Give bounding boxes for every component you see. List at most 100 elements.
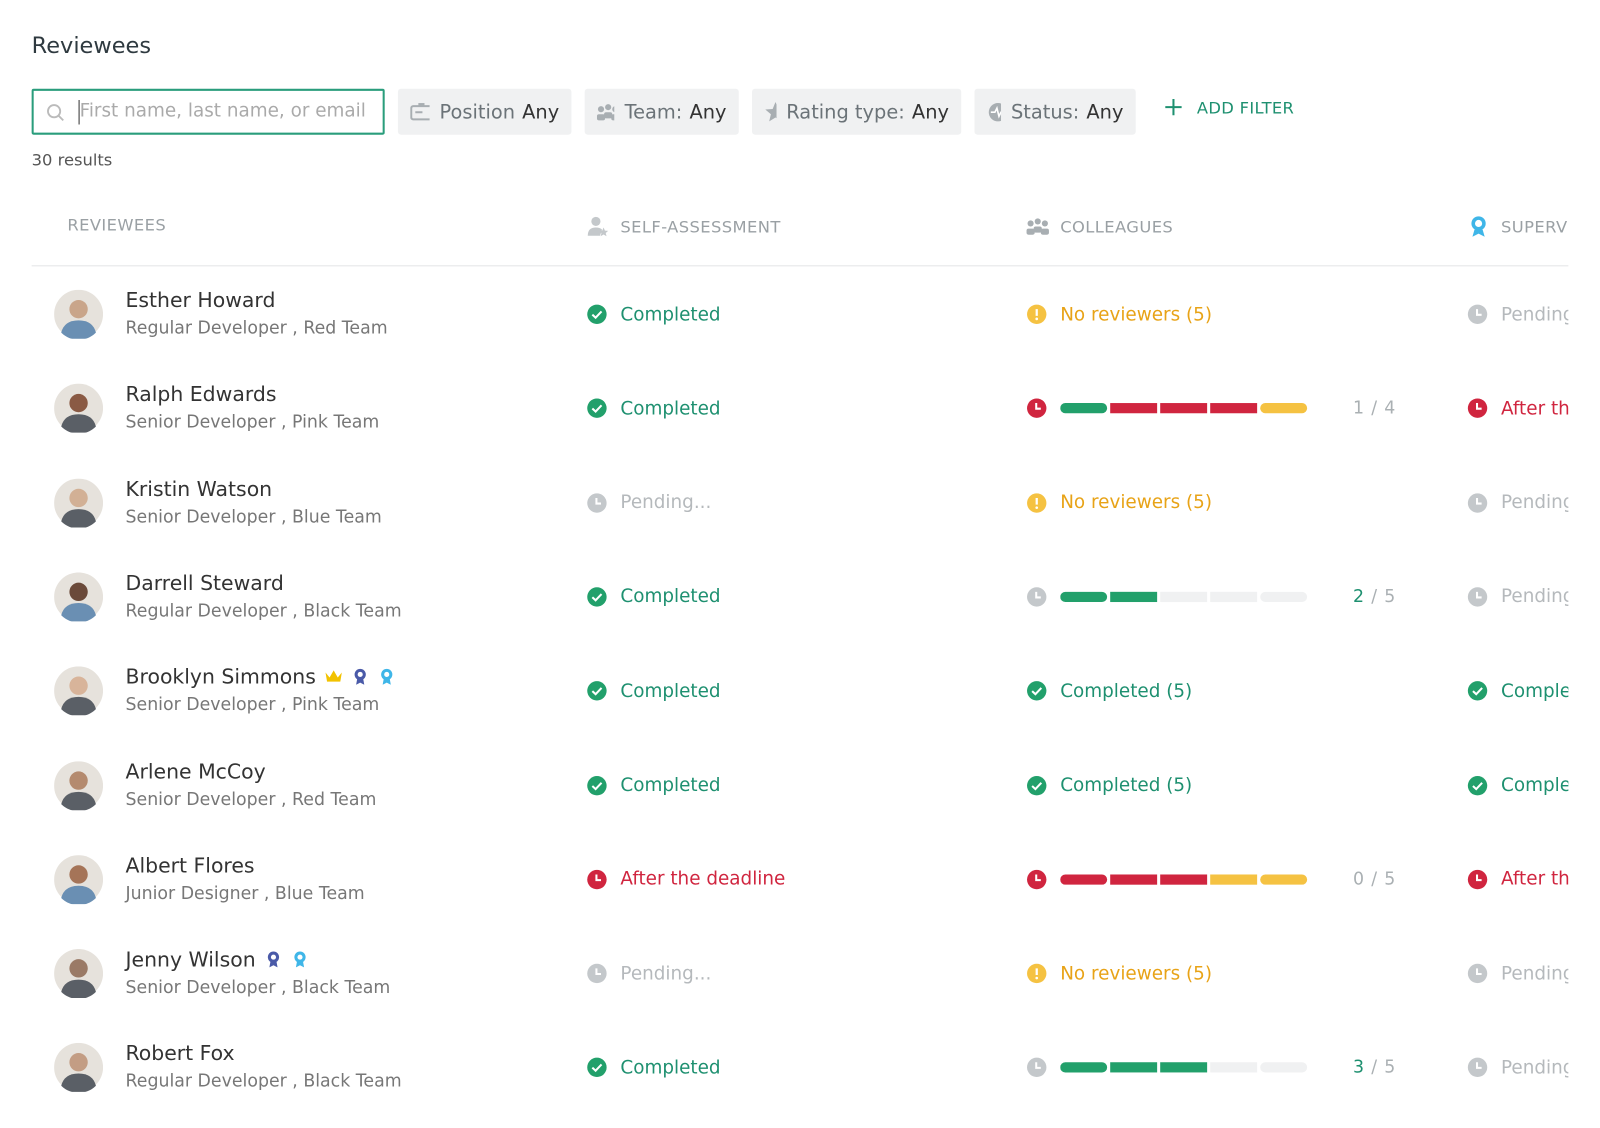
icon-part <box>382 679 391 685</box>
colleagues-status: Completed (5) <box>1027 679 1193 703</box>
supervisor-status: After the <box>1467 396 1568 420</box>
icon-part <box>61 602 96 622</box>
icon-part <box>612 105 615 112</box>
icon-part <box>595 968 602 976</box>
icon-part <box>1160 1062 1208 1073</box>
total-count: 5 <box>1384 1057 1396 1078</box>
supervisor-status: Pending <box>1467 585 1568 609</box>
self-status: Pending... <box>587 490 712 514</box>
icon-part <box>61 697 96 716</box>
add-filter-button[interactable]: ADD FILTER <box>1163 97 1294 117</box>
filter-chip[interactable]: Position Any <box>397 88 572 135</box>
plus-icon <box>1165 98 1182 116</box>
icon-part <box>61 791 96 810</box>
pending-icon <box>1467 963 1488 984</box>
count-separator: / <box>1371 1057 1378 1078</box>
table-row: Ralph Edwards Senior Developer , Pink Tea… <box>0 368 1568 450</box>
icon-part <box>383 672 389 678</box>
filter-chip[interactable]: Rating type: Any <box>752 88 962 135</box>
name-text: Robert Fox <box>125 1041 235 1066</box>
completed-icon <box>587 398 607 419</box>
icon-part <box>1031 781 1043 791</box>
colleagues-status: 0 / 5 <box>1027 867 1396 891</box>
total-count: 5 <box>1384 869 1396 890</box>
icon-part <box>1060 403 1108 414</box>
status-label: After the <box>1501 397 1568 420</box>
icon-part <box>1033 226 1042 233</box>
supervisor-status: After the <box>1467 867 1568 891</box>
icon-part <box>1035 976 1039 980</box>
filter-value: Any <box>689 100 727 123</box>
status-label: After the deadline <box>620 868 786 891</box>
completed-icon <box>1027 681 1047 701</box>
status-label: Pending <box>1501 586 1569 608</box>
late-icon <box>587 869 607 890</box>
supervisor-status: Complet <box>1467 679 1568 703</box>
icon-part <box>61 414 96 433</box>
reviewee-role: Regular Developer , Black Team <box>125 600 402 622</box>
completed-icon <box>587 681 607 701</box>
ribbon-dark-badge <box>354 669 366 685</box>
status-label: Pending... <box>620 491 712 514</box>
icon-part <box>1027 775 1047 795</box>
status-label: Complet <box>1501 680 1568 702</box>
icon-part <box>587 398 607 419</box>
colleagues-status: No reviewers (5) <box>1027 961 1212 985</box>
pending-icon <box>1027 1058 1047 1078</box>
icon-part <box>597 105 605 112</box>
icon-part <box>1476 874 1482 881</box>
icon-part <box>591 404 603 414</box>
avatar <box>54 760 104 810</box>
progress-count: 3 / 5 <box>1353 1058 1395 1078</box>
completed-icon <box>1027 775 1047 795</box>
filter-label: Position <box>439 100 515 123</box>
icon-part <box>69 582 88 601</box>
self-status: Completed <box>587 585 721 609</box>
icon-part <box>990 105 1001 119</box>
icon-part <box>1110 1062 1158 1073</box>
icon-part <box>1260 591 1308 602</box>
icon-part <box>1476 497 1482 505</box>
icon-part <box>1027 681 1047 701</box>
page-title: Reviewees <box>31 33 152 60</box>
icon-part <box>418 102 425 106</box>
filter-value: Any <box>522 100 560 123</box>
filter-chip[interactable]: Team: Any <box>584 88 739 135</box>
colleagues-status: No reviewers (5) <box>1027 302 1212 326</box>
icon-part <box>587 775 607 795</box>
icon-part <box>587 587 607 607</box>
warning-icon <box>1027 304 1047 324</box>
table-row: Albert Flores Junior Designer , Blue Team… <box>0 839 1568 921</box>
column-title: SELF-ASSESSMENT <box>620 216 781 237</box>
icon-part <box>591 781 603 791</box>
icon-part <box>61 320 96 339</box>
column-icon <box>587 216 609 237</box>
icon-part <box>1035 505 1039 509</box>
name-text: Darrell Steward <box>125 570 284 595</box>
icon-part <box>1110 874 1158 885</box>
reviewee-role: Junior Designer , Blue Team <box>125 883 365 904</box>
progress-bar <box>1060 403 1308 414</box>
icon-part <box>61 1073 96 1093</box>
icon-part <box>1035 403 1041 410</box>
reviewee-name: Brooklyn Simmons <box>126 664 396 689</box>
status-label: Completed (5) <box>1060 680 1193 702</box>
icon-part <box>69 394 88 413</box>
icon-part <box>1026 228 1035 235</box>
icon-part <box>595 497 602 505</box>
avatar <box>54 383 104 433</box>
icon-part <box>1040 228 1049 235</box>
filter-chip[interactable]: Status: Any <box>974 88 1136 135</box>
progress-bar <box>1060 1062 1308 1073</box>
reviewee-name: Jenny Wilson <box>126 947 309 972</box>
search-input[interactable]: First name, last name, or email <box>31 88 385 135</box>
supervisor-status: Pending <box>1467 302 1568 326</box>
pending-icon <box>1467 1058 1488 1078</box>
icon-part <box>1476 403 1482 410</box>
icon-part <box>61 979 96 999</box>
self-status: Completed <box>587 679 721 703</box>
column-title: SUPERV <box>1501 216 1568 237</box>
icon-part <box>1210 1062 1258 1073</box>
